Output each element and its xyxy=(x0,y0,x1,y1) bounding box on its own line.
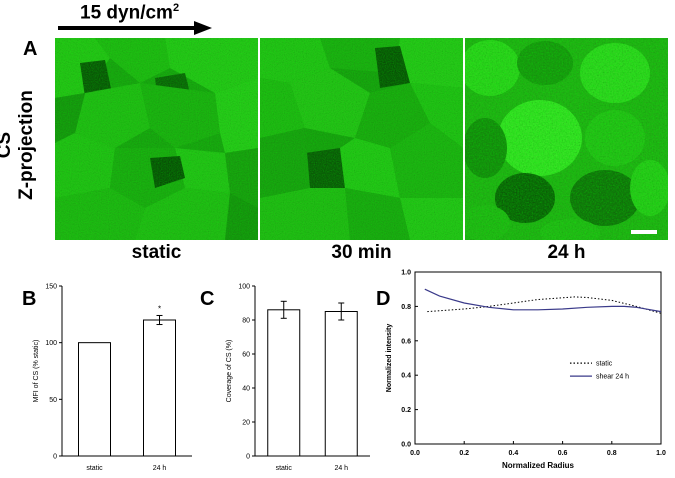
x-tick-label: static xyxy=(276,465,293,472)
shear-label-text: 15 dyn/cm xyxy=(80,2,173,24)
row-label-line-1: CS xyxy=(0,131,15,159)
series-line-1 xyxy=(424,288,662,313)
chart-b: 0 50 100 150 static * 24 h MFI of CS (% static) xyxy=(33,284,192,472)
x-axis-label: Normalized Radius xyxy=(502,461,575,470)
x-tick-label: 0.0 xyxy=(410,450,420,457)
y-tick-label: 0 xyxy=(246,454,250,461)
y-tick-label: 40 xyxy=(242,386,250,393)
y-tick-label: 0.2 xyxy=(401,407,411,414)
x-tick-label: 1.0 xyxy=(656,450,666,457)
micrograph-24h-image xyxy=(465,38,668,240)
condition-label-static: static xyxy=(131,242,182,263)
y-axis-label: Coverage of CS (%) xyxy=(226,340,233,403)
legend-label-1: shear 24 h xyxy=(596,374,629,381)
legend-label-0: static xyxy=(596,361,613,368)
condition-label-24h: 24 h xyxy=(547,242,586,263)
shear-arrow xyxy=(58,21,212,35)
panel-c-letter: C xyxy=(200,288,215,310)
bar-1 xyxy=(143,319,176,457)
micrograph-static xyxy=(55,38,258,240)
row-label: CS Z-projection xyxy=(0,50,40,240)
x-tick-label: 24 h xyxy=(153,465,167,472)
bar-1 xyxy=(324,311,358,457)
y-tick-label: 100 xyxy=(45,340,57,347)
x-tick-label: static xyxy=(86,465,103,472)
micrograph-24h xyxy=(465,38,668,240)
y-tick-label: 1.0 xyxy=(401,270,411,277)
y-tick-label: 50 xyxy=(49,397,57,404)
significance-mark: * xyxy=(158,304,161,313)
condition-label-30min: 30 min xyxy=(331,242,392,263)
plot-frame xyxy=(414,271,662,445)
micrograph-static-image xyxy=(55,38,258,240)
shear-label: 15 dyn/cm2 xyxy=(80,2,179,24)
micrograph-30min-image xyxy=(260,38,463,240)
y-tick-label: 100 xyxy=(238,284,250,291)
y-tick-label: 0.8 xyxy=(401,304,411,311)
x-tick-label: 0.6 xyxy=(558,450,568,457)
panel-a-letter: A xyxy=(23,38,38,60)
bar-0 xyxy=(267,309,301,457)
panel-b-letter: B xyxy=(22,288,37,310)
scale-bar xyxy=(631,230,657,234)
y-tick-label: 60 xyxy=(242,352,250,359)
y-axis-label: Normalized intensity xyxy=(386,324,393,393)
shear-label-sup: 2 xyxy=(172,2,180,14)
x-tick-label: 0.2 xyxy=(459,450,469,457)
y-tick-label: 0.0 xyxy=(401,442,411,449)
chart-c: 0 20 40 60 80 100 static 24 h Coverage of CS (%) xyxy=(226,284,370,472)
x-tick-label: 0.8 xyxy=(607,450,617,457)
y-tick-label: 0.4 xyxy=(401,373,411,380)
y-axis-label: MFI of CS (% static) xyxy=(33,340,40,403)
chart-d: 0.0 0.2 0.4 0.6 0.8 1.0 0.0 0.2 0.4 0.6 0.8 1.0 stat… xyxy=(386,270,666,471)
x-tick-label: 0.4 xyxy=(509,450,519,457)
y-tick-label: 150 xyxy=(45,284,57,291)
panel-d-letter: D xyxy=(376,288,391,310)
series-line-0 xyxy=(427,296,662,314)
row-label-line-2: Z-projection xyxy=(16,90,37,200)
x-tick-label: 24 h xyxy=(334,465,348,472)
bar-0 xyxy=(78,342,111,457)
micrograph-30min xyxy=(260,38,463,240)
y-tick-label: 0.6 xyxy=(401,338,411,345)
y-tick-label: 80 xyxy=(242,318,250,325)
y-tick-label: 20 xyxy=(242,420,250,427)
y-tick-label: 0 xyxy=(53,454,57,461)
